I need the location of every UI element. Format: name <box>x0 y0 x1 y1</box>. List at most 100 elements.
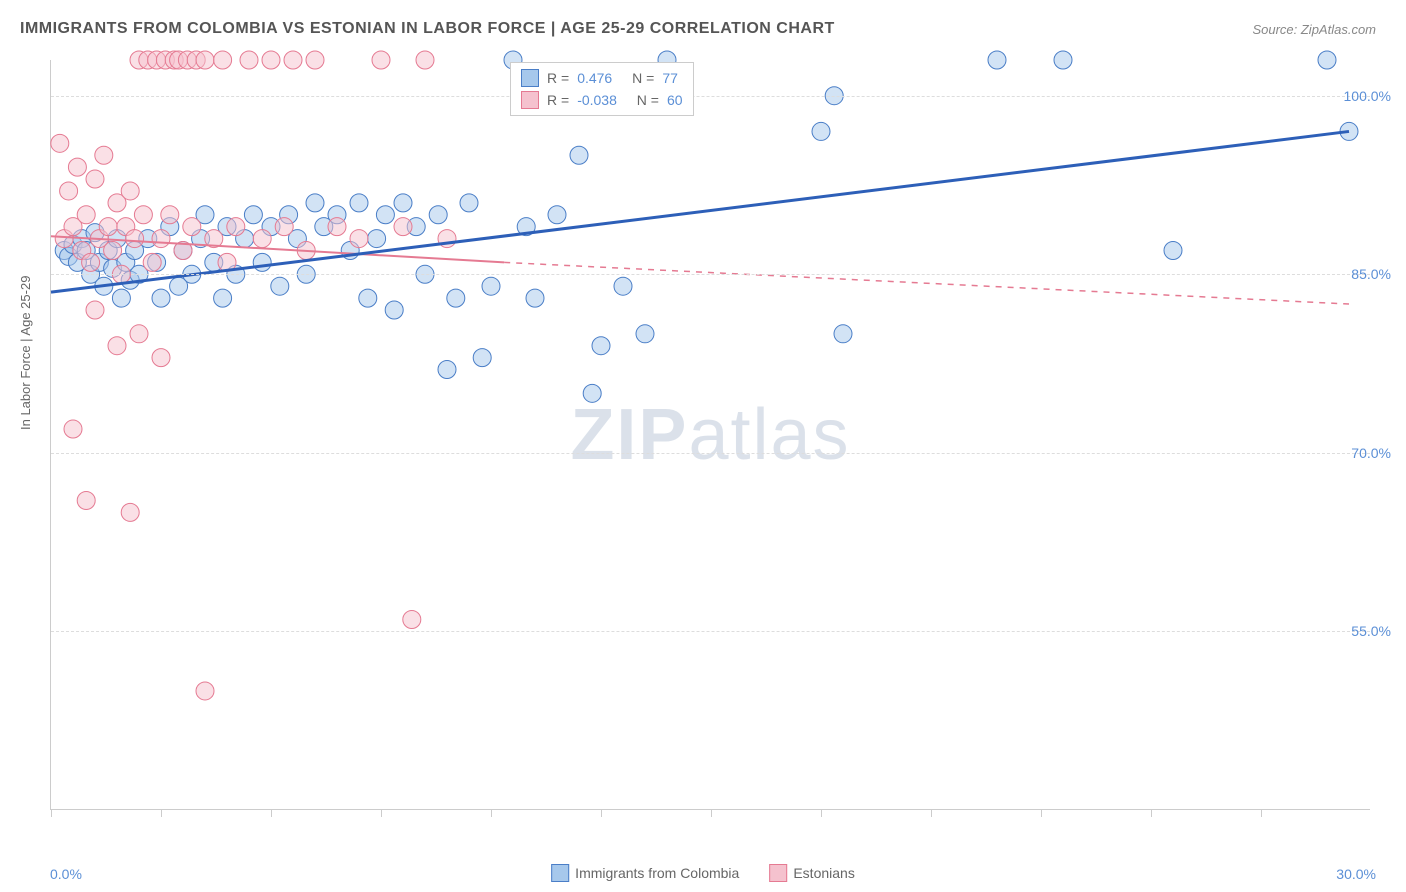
scatter-point <box>68 158 86 176</box>
scatter-point <box>359 289 377 307</box>
scatter-point <box>108 337 126 355</box>
source-label: Source: ZipAtlas.com <box>1252 22 1376 37</box>
xtick <box>491 809 492 817</box>
scatter-point <box>306 194 324 212</box>
scatter-point <box>253 253 271 271</box>
scatter-point <box>143 253 161 271</box>
legend-item-colombia: Immigrants from Colombia <box>551 864 739 882</box>
scatter-point <box>473 349 491 367</box>
swatch-estonians <box>521 91 539 109</box>
scatter-point <box>376 206 394 224</box>
scatter-point <box>350 194 368 212</box>
swatch-colombia <box>521 69 539 87</box>
gridline <box>51 96 1370 97</box>
scatter-point <box>306 51 324 69</box>
ytick-label: 100.0% <box>1344 88 1391 104</box>
scatter-point <box>372 51 390 69</box>
ytick-label: 70.0% <box>1351 445 1391 461</box>
scatter-point <box>271 277 289 295</box>
scatter-point <box>548 206 566 224</box>
scatter-point <box>244 206 262 224</box>
scatter-point <box>1318 51 1336 69</box>
legend-label-colombia: Immigrants from Colombia <box>575 865 739 881</box>
scatter-point <box>284 51 302 69</box>
scatter-point <box>227 218 245 236</box>
scatter-point <box>77 206 95 224</box>
r-value-colombia: 0.476 <box>577 70 612 86</box>
stats-row-colombia: R = 0.476 N = 77 <box>521 67 683 89</box>
scatter-point <box>429 206 447 224</box>
legend-swatch-colombia <box>551 864 569 882</box>
n-value-estonians: 60 <box>667 92 683 108</box>
scatter-point <box>1054 51 1072 69</box>
xtick <box>821 809 822 817</box>
scatter-point <box>86 170 104 188</box>
scatter-point <box>121 503 139 521</box>
legend-swatch-estonians <box>769 864 787 882</box>
r-value-estonians: -0.038 <box>577 92 617 108</box>
y-axis-label: In Labor Force | Age 25-29 <box>18 276 33 430</box>
scatter-point <box>482 277 500 295</box>
scatter-point <box>64 420 82 438</box>
scatter-point <box>350 230 368 248</box>
xtick <box>1041 809 1042 817</box>
scatter-point <box>275 218 293 236</box>
xtick <box>381 809 382 817</box>
scatter-point <box>82 253 100 271</box>
scatter-point <box>214 51 232 69</box>
gridline <box>51 631 1370 632</box>
scatter-point <box>438 361 456 379</box>
scatter-point <box>196 682 214 700</box>
scatter-point <box>51 134 69 152</box>
scatter-point <box>403 611 421 629</box>
scatter-point <box>385 301 403 319</box>
scatter-point <box>86 301 104 319</box>
scatter-point <box>328 218 346 236</box>
xtick <box>161 809 162 817</box>
scatter-point <box>95 146 113 164</box>
scatter-point <box>834 325 852 343</box>
scatter-point <box>592 337 610 355</box>
bottom-legend: Immigrants from Colombia Estonians <box>551 864 855 882</box>
scatter-point <box>394 194 412 212</box>
gridline <box>51 274 1370 275</box>
scatter-point <box>447 289 465 307</box>
xtick <box>711 809 712 817</box>
xtick <box>271 809 272 817</box>
scatter-point <box>214 289 232 307</box>
xtick <box>931 809 932 817</box>
scatter-point <box>262 51 280 69</box>
scatter-point <box>152 230 170 248</box>
scatter-point <box>988 51 1006 69</box>
scatter-point <box>134 206 152 224</box>
plot-area: ZIPatlas <box>50 60 1370 810</box>
scatter-point <box>104 241 122 259</box>
scatter-point <box>60 182 78 200</box>
ytick-label: 85.0% <box>1351 266 1391 282</box>
xtick-0: 0.0% <box>50 866 82 882</box>
gridline <box>51 453 1370 454</box>
xtick <box>1261 809 1262 817</box>
scatter-point <box>183 218 201 236</box>
scatter-point <box>526 289 544 307</box>
legend-item-estonians: Estonians <box>769 864 854 882</box>
scatter-point <box>240 51 258 69</box>
scatter-point <box>121 182 139 200</box>
scatter-point <box>77 491 95 509</box>
scatter-point <box>99 218 117 236</box>
scatter-point <box>368 230 386 248</box>
xtick-30: 30.0% <box>1336 866 1376 882</box>
scatter-point <box>1164 241 1182 259</box>
scatter-point <box>583 384 601 402</box>
n-value-colombia: 77 <box>662 70 678 86</box>
scatter-point <box>636 325 654 343</box>
xtick <box>51 809 52 817</box>
scatter-point <box>161 206 179 224</box>
chart-title: IMMIGRANTS FROM COLOMBIA VS ESTONIAN IN … <box>20 20 835 38</box>
scatter-point <box>152 349 170 367</box>
scatter-point <box>460 194 478 212</box>
scatter-point <box>126 230 144 248</box>
stats-row-estonians: R = -0.038 N = 60 <box>521 89 683 111</box>
legend-label-estonians: Estonians <box>793 865 854 881</box>
scatter-point <box>614 277 632 295</box>
